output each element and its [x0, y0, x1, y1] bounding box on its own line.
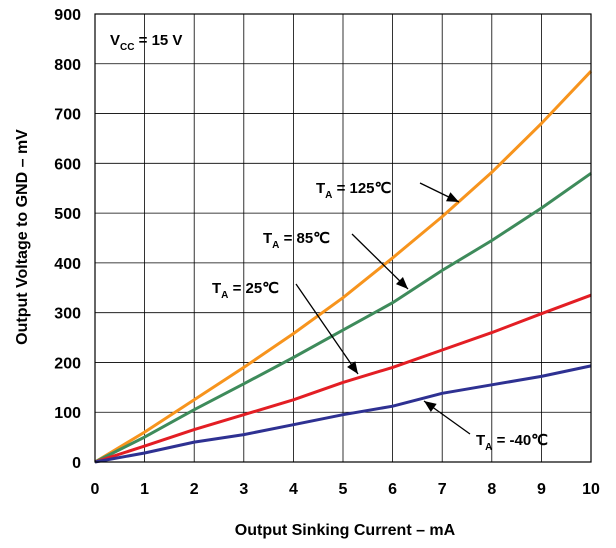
arrowhead-2: [347, 361, 358, 374]
y-tick-label: 500: [54, 206, 81, 223]
vcc-annotation-main: V: [110, 32, 120, 49]
series-labels: TA = 125℃ TA = 85℃ TA = 25℃ TA = -40℃: [212, 180, 548, 453]
y-tick-label: 100: [54, 405, 81, 422]
series-arrows: [295, 182, 471, 435]
series-line-0: [94, 70, 593, 464]
y-tick-label: 600: [54, 156, 81, 173]
series-line-3: [94, 364, 592, 464]
leader-line-2: [295, 283, 359, 375]
plot-frame: [94, 13, 592, 463]
x-tick-label: 4: [289, 481, 298, 498]
x-tick-label: 3: [239, 481, 248, 498]
series-label-3: TA = -40℃: [476, 432, 548, 453]
series-lines: [94, 70, 593, 464]
y-tick-label: 0: [72, 455, 81, 472]
grid: [95, 14, 591, 462]
series-label-0: TA = 125℃: [316, 180, 392, 201]
y-tick-label: 300: [54, 306, 81, 323]
y-tick-label: 700: [54, 107, 81, 124]
x-tick-label: 10: [582, 481, 600, 498]
x-tick-label: 1: [140, 481, 149, 498]
arrowhead-1: [395, 277, 408, 289]
vcc-annotation-sub: CC: [120, 42, 134, 53]
arrowhead-3: [424, 401, 437, 413]
y-tick-label: 900: [54, 7, 81, 24]
x-tick-label: 8: [487, 481, 496, 498]
vcc-annotation-rest: = 15 V: [134, 32, 182, 49]
series-label-1: TA = 85℃: [263, 230, 330, 251]
x-tick-label: 2: [190, 481, 199, 498]
series-line-2: [94, 293, 592, 464]
vcc-annotation: VCC = 15 V: [110, 32, 182, 53]
x-tick-label: 9: [537, 481, 546, 498]
y-tick-labels: 0 100 200 300 400 500 600 700 800 900: [54, 7, 81, 472]
x-tick-labels: 0 1 2 3 4 5 6 7 8 9 10: [91, 481, 600, 498]
x-tick-label: 6: [388, 481, 397, 498]
series-label-2: TA = 25℃: [212, 280, 279, 301]
x-axis-title: Output Sinking Current – mA: [235, 522, 456, 539]
leader-line-1: [351, 233, 409, 290]
y-tick-label: 400: [54, 256, 81, 273]
y-axis-title: Output Voltage to GND – mV: [14, 129, 31, 345]
y-tick-label: 200: [54, 355, 81, 372]
x-tick-label: 7: [438, 481, 447, 498]
x-tick-label: 5: [339, 481, 348, 498]
y-tick-label: 800: [54, 57, 81, 74]
x-tick-label: 0: [91, 481, 100, 498]
series-line-1: [94, 172, 592, 464]
arrowhead-0: [446, 192, 459, 202]
